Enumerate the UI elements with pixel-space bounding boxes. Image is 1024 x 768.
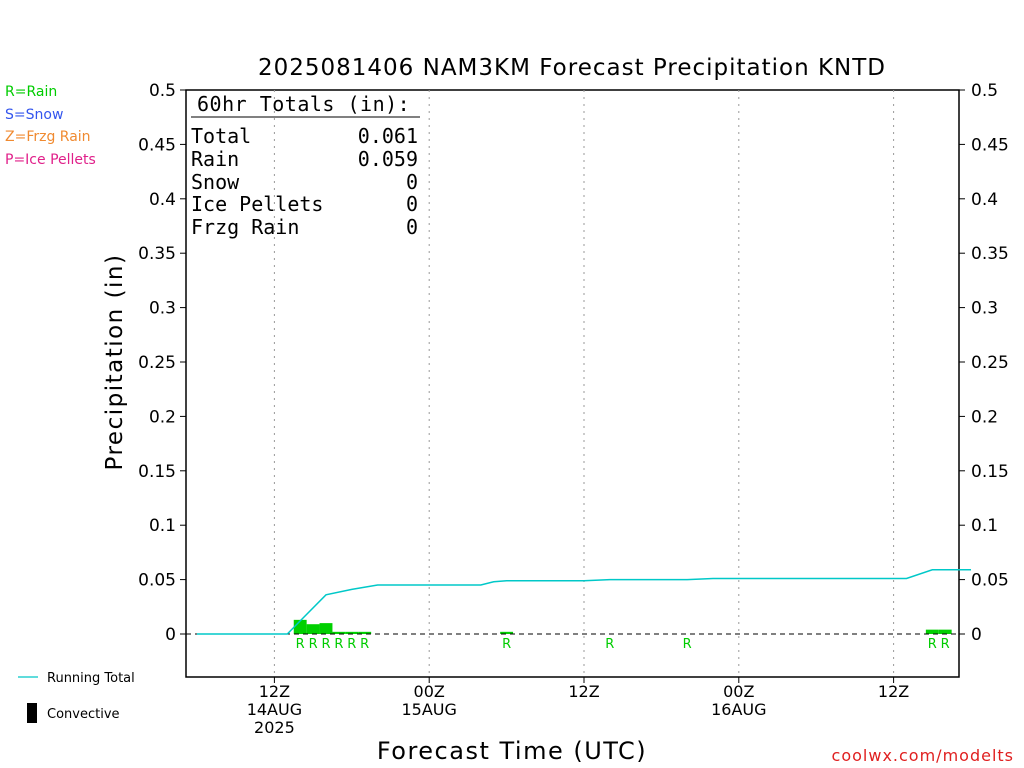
rain-bar <box>319 623 333 634</box>
totals-label-snow: Snow <box>191 170 240 194</box>
rain-type-marker: R <box>334 637 343 652</box>
y-tick-label-left: 0.4 <box>149 190 176 210</box>
convective-legend-swatch <box>27 703 37 723</box>
x-tick-label: 15AUG <box>401 700 456 719</box>
rain-type-marker: R <box>605 637 614 652</box>
legend-rain: R=Rain <box>5 84 57 100</box>
rain-type-marker: R <box>928 637 937 652</box>
y-tick-label-left: 0.45 <box>138 135 176 155</box>
y-tick-label-left: 0.2 <box>149 407 176 427</box>
y-tick-label-right: 0.5 <box>971 81 998 101</box>
y-tick-label-right: 0.25 <box>971 353 1009 373</box>
y-tick-label-right: 0.3 <box>971 299 998 319</box>
legend-ice-pellets: P=Ice Pellets <box>5 152 96 168</box>
running-total-line <box>197 569 971 635</box>
y-axis-label: Precipitation (in) <box>102 254 128 471</box>
x-tick-label: 2025 <box>254 718 295 737</box>
rain-bar <box>345 631 359 634</box>
totals-value-frzg-rain: 0 <box>406 215 418 239</box>
y-tick-label-left: 0.35 <box>138 244 176 264</box>
totals-value-rain: 0.059 <box>358 147 418 171</box>
totals-box: 60hr Totals (in): Total 0.061 Rain 0.059… <box>191 92 420 239</box>
x-tick-label: 12Z <box>259 682 290 701</box>
y-tick-label-left: 0.3 <box>149 299 176 319</box>
y-tick-label-right: 0.35 <box>971 244 1009 264</box>
y-ticks: 0 00.05 0.050.1 0.10.15 0.150.2 0.20.25 0.250.… <box>138 81 1009 645</box>
chart-title: 2025081406 NAM3KM Forecast Precipitation… <box>258 55 886 81</box>
totals-value-ice-pellets: 0 <box>406 192 418 216</box>
rain-bar <box>293 619 307 634</box>
y-tick-label-left: 0.15 <box>138 462 176 482</box>
y-tick-label-right: 0 <box>971 625 982 645</box>
totals-value-total: 0.061 <box>358 124 418 148</box>
x-tick-label: 00Z <box>723 682 754 701</box>
y-tick-label-right: 0.05 <box>971 571 1009 591</box>
rain-bar <box>358 631 372 634</box>
grid-layer <box>273 90 895 677</box>
x-tick-label: 16AUG <box>711 700 766 719</box>
precip-type-legend: R=Rain S=Snow Z=Frzg Rain P=Ice Pellets <box>5 84 96 168</box>
rain-type-marker: R <box>360 637 369 652</box>
rain-type-marker: R <box>502 637 511 652</box>
series-legend: Running Total Convective <box>18 671 135 723</box>
x-tick-label: 14AUG <box>247 700 302 719</box>
y-tick-label-right: 0.1 <box>971 516 998 536</box>
totals-label-ice-pellets: Ice Pellets <box>191 192 323 216</box>
running-total-legend-label: Running Total <box>47 671 135 686</box>
y-tick-label-right: 0.15 <box>971 462 1009 482</box>
plot-frame <box>185 89 960 678</box>
y-tick-label-left: 0.05 <box>138 571 176 591</box>
rain-bar <box>332 631 346 634</box>
rain-bar <box>306 624 320 634</box>
x-tick-label: 12Z <box>568 682 599 701</box>
y-tick-label-left: 0.25 <box>138 353 176 373</box>
y-tick-label-right: 0.4 <box>971 190 998 210</box>
rain-type-marker: R <box>321 637 330 652</box>
rain-type-marker: R <box>296 637 305 652</box>
rain-type-marker: R <box>309 637 318 652</box>
y-tick-label-left: 0.5 <box>149 81 176 101</box>
rain-bar <box>500 631 514 634</box>
totals-label-frzg-rain: Frzg Rain <box>191 215 299 239</box>
rain-type-marker: R <box>683 637 692 652</box>
y-tick-label-left: 0 <box>165 625 176 645</box>
rain-type-marker: R <box>941 637 950 652</box>
totals-header: 60hr Totals (in): <box>197 92 410 116</box>
totals-label-rain: Rain <box>191 147 239 171</box>
y-tick-label-left: 0.1 <box>149 516 176 536</box>
y-tick-label-right: 0.2 <box>971 407 998 427</box>
rain-bar <box>925 629 939 634</box>
totals-label-total: Total <box>191 124 251 148</box>
x-tick-label: 00Z <box>414 682 445 701</box>
rain-bars <box>293 619 952 634</box>
y-tick-label-right: 0.45 <box>971 135 1009 155</box>
x-tick-label: 12Z <box>878 682 909 701</box>
legend-frzg-rain: Z=Frzg Rain <box>5 129 91 145</box>
convective-legend-label: Convective <box>47 707 120 722</box>
credit-text: coolwx.com/modelts <box>832 746 1014 765</box>
rain-type-marker: R <box>347 637 356 652</box>
x-axis-label: Forecast Time (UTC) <box>377 737 647 765</box>
rain-bar <box>938 629 952 634</box>
totals-value-snow: 0 <box>406 170 418 194</box>
legend-snow: S=Snow <box>5 107 63 123</box>
running-total-series <box>197 569 971 635</box>
